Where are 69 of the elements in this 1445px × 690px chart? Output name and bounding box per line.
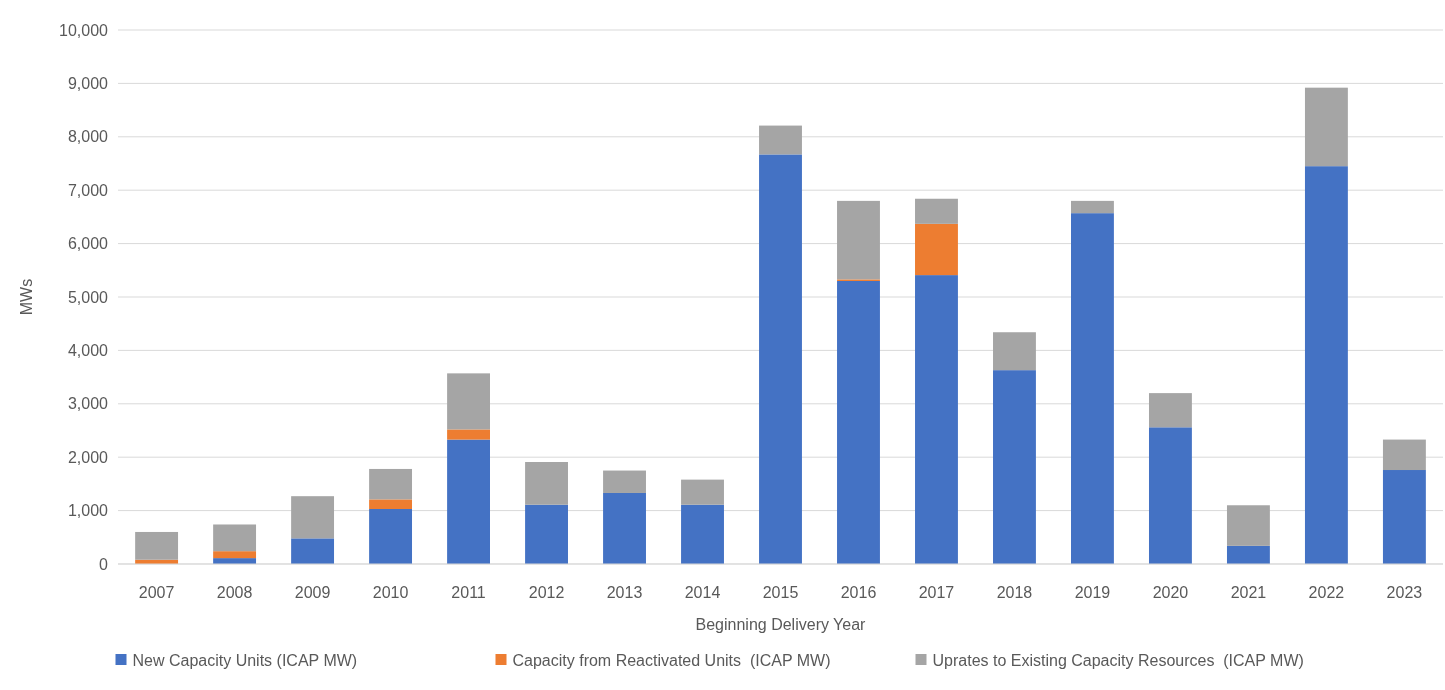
bar bbox=[369, 499, 413, 509]
legend-label: Capacity from Reactivated Units (ICAP MW) bbox=[512, 651, 831, 669]
x-tick-label: 2010 bbox=[372, 584, 409, 601]
bar bbox=[1382, 470, 1426, 564]
x-tick-label: 2019 bbox=[1074, 584, 1111, 601]
y-tick-label: 0 bbox=[99, 555, 109, 573]
bar bbox=[291, 496, 335, 539]
x-axis-title: Beginning Delivery Year bbox=[695, 616, 867, 633]
bar bbox=[837, 200, 880, 280]
y-tick-label: 8,000 bbox=[67, 128, 109, 146]
legend-label: Uprates to Existing Capacity Resources (ICAP MW) bbox=[932, 651, 1304, 669]
bar bbox=[1226, 505, 1270, 546]
bar bbox=[1382, 439, 1426, 471]
bar bbox=[681, 479, 724, 505]
bar bbox=[1148, 427, 1192, 564]
bar bbox=[603, 492, 646, 564]
bar bbox=[915, 275, 958, 564]
x-tick-label: 2011 bbox=[451, 584, 486, 601]
bar bbox=[369, 468, 413, 500]
legend-label: New Capacity Units (ICAP MW) bbox=[132, 651, 358, 669]
y-tick-label: 7,000 bbox=[67, 181, 109, 199]
bar bbox=[1304, 87, 1348, 167]
x-tick-label: 2012 bbox=[528, 584, 565, 601]
bar bbox=[447, 429, 490, 440]
x-tick-label: 2021 bbox=[1230, 584, 1267, 601]
x-tick-label: 2023 bbox=[1386, 584, 1423, 601]
y-tick-label: 5,000 bbox=[67, 288, 109, 306]
bar bbox=[915, 198, 958, 224]
y-axis-title: MWs bbox=[18, 278, 35, 316]
x-tick-label: 2018 bbox=[996, 584, 1033, 601]
bar bbox=[993, 370, 1036, 564]
bar bbox=[213, 524, 257, 552]
x-tick-label: 2014 bbox=[684, 584, 721, 601]
x-tick-label: 2015 bbox=[762, 584, 799, 601]
y-tick-label: 10,000 bbox=[59, 21, 109, 39]
x-tick-label: 2013 bbox=[606, 584, 643, 601]
bar bbox=[1071, 200, 1114, 214]
bar bbox=[1071, 213, 1114, 564]
x-tick-label: 2009 bbox=[294, 584, 331, 601]
bar bbox=[213, 551, 257, 559]
bar bbox=[681, 504, 724, 564]
y-tick-label: 4,000 bbox=[67, 342, 109, 359]
bar bbox=[447, 373, 490, 430]
bar bbox=[1148, 393, 1192, 428]
y-tick-label: 3,000 bbox=[67, 395, 109, 413]
x-tick-label: 2022 bbox=[1308, 584, 1345, 601]
y-tick-label: 9,000 bbox=[67, 75, 109, 92]
bar bbox=[1226, 545, 1270, 564]
bar bbox=[837, 280, 880, 564]
y-tick-label: 6,000 bbox=[67, 235, 109, 253]
bar bbox=[291, 538, 335, 564]
y-tick-label: 1,000 bbox=[67, 502, 109, 520]
x-tick-label: 2016 bbox=[840, 584, 877, 601]
x-tick-label: 2008 bbox=[216, 584, 253, 601]
x-tick-label: 2007 bbox=[138, 584, 175, 601]
bar bbox=[369, 509, 413, 564]
bar bbox=[1304, 166, 1348, 564]
x-tick-label: 2020 bbox=[1152, 584, 1189, 601]
bar bbox=[993, 332, 1036, 371]
bar bbox=[915, 223, 958, 276]
x-tick-label: 2017 bbox=[918, 584, 955, 601]
bar bbox=[759, 125, 802, 155]
bar bbox=[525, 504, 568, 564]
y-tick-label: 2,000 bbox=[67, 448, 109, 466]
bar bbox=[447, 439, 490, 564]
bar bbox=[525, 462, 568, 505]
bar bbox=[603, 470, 646, 493]
bar bbox=[135, 531, 179, 560]
bar bbox=[759, 154, 802, 564]
